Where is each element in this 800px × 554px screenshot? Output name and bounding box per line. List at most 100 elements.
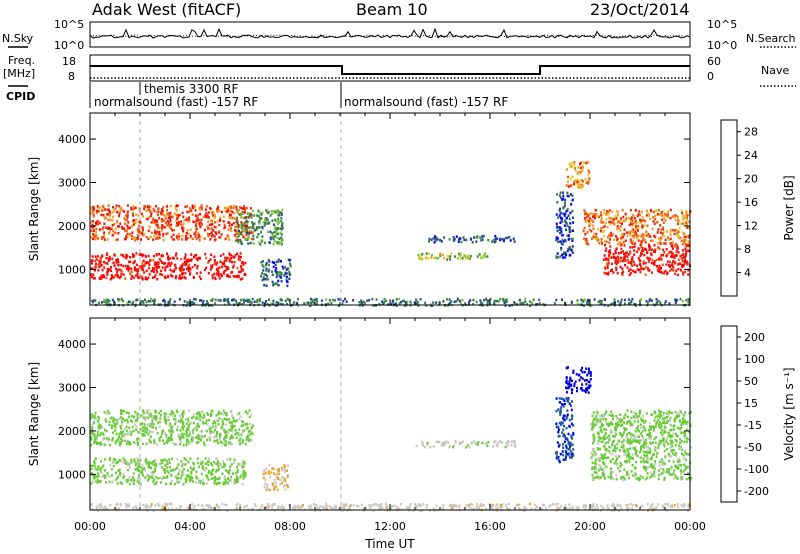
echo-cell bbox=[628, 232, 631, 236]
echo-cell bbox=[249, 213, 252, 216]
echo-cell bbox=[264, 222, 267, 225]
echo-cell bbox=[191, 440, 194, 443]
echo-region bbox=[90, 502, 692, 512]
echo-cell bbox=[122, 299, 125, 303]
echo-cell bbox=[216, 220, 219, 223]
echo-cell bbox=[136, 268, 139, 271]
echo-cell bbox=[486, 255, 489, 258]
echo-cell bbox=[232, 264, 235, 267]
echo-cell bbox=[570, 391, 573, 395]
echo-cell bbox=[152, 480, 155, 483]
echo-cell bbox=[213, 482, 216, 485]
echo-cell bbox=[588, 369, 591, 372]
echo-cell bbox=[565, 454, 568, 457]
echo-cell bbox=[651, 227, 654, 231]
echo-cell bbox=[157, 213, 159, 217]
echo-cell bbox=[107, 226, 110, 229]
echo-cell bbox=[600, 217, 603, 220]
echo-cell bbox=[155, 462, 158, 466]
echo-cell bbox=[118, 205, 121, 208]
echo-cell bbox=[136, 274, 139, 277]
echo-cell bbox=[558, 209, 561, 212]
echo-cell bbox=[565, 391, 568, 394]
echo-cell bbox=[192, 302, 195, 305]
echo-cell bbox=[237, 224, 240, 227]
echo-cell bbox=[560, 421, 563, 424]
echo-cell bbox=[555, 409, 558, 413]
echo-cell bbox=[218, 417, 221, 420]
echo-cell bbox=[212, 431, 215, 434]
echo-cell bbox=[345, 503, 348, 506]
echo-cell bbox=[215, 477, 218, 481]
echo-cell bbox=[100, 471, 103, 474]
echo-cell bbox=[177, 463, 180, 466]
echo-cell bbox=[287, 267, 290, 271]
echo-cell bbox=[454, 440, 457, 443]
echo-cell bbox=[555, 298, 558, 302]
echo-cell bbox=[188, 216, 190, 219]
colorbar-tick-label: 20 bbox=[744, 173, 758, 186]
echo-cell bbox=[208, 427, 211, 430]
echo-cell bbox=[170, 433, 173, 436]
echo-cell bbox=[642, 267, 645, 271]
echo-cell bbox=[310, 301, 313, 304]
echo-cell bbox=[658, 208, 660, 212]
echo-cell bbox=[562, 417, 565, 420]
echo-cell bbox=[277, 476, 280, 480]
echo-region bbox=[428, 234, 516, 244]
echo-cell bbox=[141, 426, 144, 429]
echo-cell bbox=[128, 441, 131, 444]
echo-cell bbox=[216, 273, 218, 276]
echo-cell bbox=[196, 216, 199, 220]
echo-cell bbox=[162, 507, 165, 510]
echo-cell bbox=[584, 161, 587, 164]
echo-cell bbox=[153, 482, 155, 486]
echo-cell bbox=[144, 468, 147, 472]
echo-region bbox=[262, 463, 290, 492]
echo-cell bbox=[665, 263, 668, 266]
echo-cell bbox=[194, 230, 197, 233]
echo-cell bbox=[562, 458, 565, 461]
echo-cell bbox=[166, 466, 169, 469]
echo-cell bbox=[115, 221, 118, 224]
echo-cell bbox=[565, 451, 568, 454]
echo-cell bbox=[578, 378, 581, 382]
echo-cell bbox=[234, 429, 237, 432]
echo-cell bbox=[150, 212, 153, 215]
echo-cell bbox=[161, 223, 164, 227]
echo-cell bbox=[590, 219, 593, 222]
echo-cell bbox=[216, 505, 219, 508]
echo-cell bbox=[217, 299, 220, 302]
echo-cell bbox=[193, 504, 196, 508]
echo-cell bbox=[218, 236, 221, 239]
echo-cell bbox=[199, 481, 201, 485]
echo-cell bbox=[229, 429, 232, 432]
echo-cell bbox=[631, 246, 634, 249]
echo-cell bbox=[137, 466, 139, 469]
echo-cell bbox=[629, 250, 632, 253]
echo-cell bbox=[608, 423, 611, 427]
echo-cell bbox=[130, 270, 133, 273]
echo-cell bbox=[109, 503, 112, 507]
echo-cell bbox=[108, 480, 111, 484]
echo-cell bbox=[228, 418, 231, 421]
echo-cell bbox=[148, 422, 151, 425]
echo-cell bbox=[393, 504, 396, 507]
echo-cell bbox=[174, 443, 177, 446]
echo-cell bbox=[222, 460, 225, 463]
echo-cell bbox=[505, 300, 508, 304]
echo-cell bbox=[246, 224, 248, 228]
echo-cell bbox=[269, 230, 272, 233]
echo-cell bbox=[216, 208, 219, 211]
echo-cell bbox=[152, 258, 155, 262]
echo-cell bbox=[563, 224, 566, 227]
echo-cell bbox=[682, 232, 685, 235]
echo-cell bbox=[202, 416, 205, 420]
echo-cell bbox=[207, 233, 210, 236]
echo-cell bbox=[245, 206, 248, 210]
echo-cell bbox=[602, 506, 605, 510]
echo-cell bbox=[226, 266, 229, 269]
echo-cell bbox=[261, 301, 264, 304]
echo-cell bbox=[132, 255, 135, 259]
echo-cell bbox=[201, 465, 204, 468]
